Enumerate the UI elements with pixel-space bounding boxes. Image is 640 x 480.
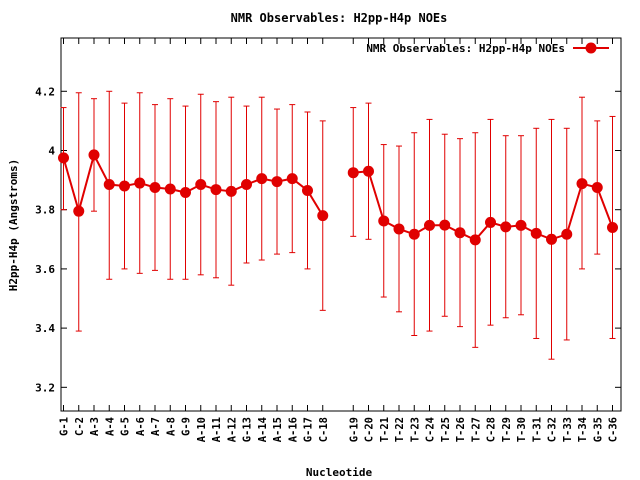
data-point — [424, 219, 435, 231]
x-tick-label: A-8 — [165, 417, 177, 436]
data-point — [73, 205, 85, 217]
y-tick-label: 4.2 — [35, 85, 55, 98]
x-tick-label: T-31 — [531, 417, 543, 442]
x-tick-label: G-5 — [120, 417, 132, 436]
x-tick-label: T-30 — [516, 417, 528, 442]
x-axis-label: Nucleotide — [306, 466, 373, 479]
x-axis: G-1 C-2 A-3 A-4 G-5 A-6 A-7 A-8 G-9 A-10 A-11 A-12 G… — [59, 38, 620, 442]
x-tick-label: G-17 — [303, 417, 315, 442]
legend: NMR Observables: H2pp-H4p NOEs — [366, 42, 609, 55]
data-point — [164, 183, 176, 195]
x-tick-label: T-26 — [455, 417, 467, 442]
x-tick-label: C-20 — [364, 417, 376, 442]
plot-frame — [60, 37, 622, 412]
x-tick-label: C-24 — [425, 417, 437, 442]
data-point — [485, 216, 496, 228]
data-point — [530, 227, 542, 239]
y-tick-label: 3.8 — [35, 204, 55, 217]
x-tick-label: G-13 — [242, 417, 254, 442]
data-point — [439, 219, 451, 231]
x-tick-label: T-23 — [409, 417, 421, 442]
x-tick-label: T-27 — [470, 417, 482, 442]
data-point — [469, 234, 481, 246]
x-tick-label: T-33 — [562, 417, 574, 442]
x-tick-label: A-10 — [196, 417, 208, 442]
data-point — [103, 179, 115, 191]
data-point — [607, 221, 618, 233]
data-point — [347, 167, 359, 179]
x-tick-label: C-36 — [608, 417, 620, 442]
x-tick-label: G-1 — [59, 417, 71, 436]
error-bars — [60, 90, 616, 360]
series-points — [58, 149, 618, 246]
data-point — [134, 177, 146, 189]
data-point — [515, 219, 527, 231]
data-point — [119, 180, 130, 192]
x-tick-label: A-14 — [257, 417, 269, 442]
data-point — [591, 181, 603, 193]
legend-marker — [585, 42, 597, 54]
x-tick-label: T-34 — [577, 417, 589, 442]
data-point — [241, 179, 252, 191]
legend-label: NMR Observables: H2pp-H4p NOEs — [366, 42, 565, 55]
y-axis: 3.2 3.4 3.6 3.8 4 4.2 — [35, 85, 621, 394]
x-tick-label: A-11 — [211, 417, 223, 442]
series-line — [353, 170, 614, 242]
chart-title: NMR Observables: H2pp-H4p NOEs — [231, 11, 448, 25]
data-point — [454, 227, 466, 239]
data-point — [180, 187, 191, 199]
x-tick-label: A-15 — [272, 417, 284, 442]
x-tick-label: A-7 — [150, 417, 162, 436]
x-tick-label: T-29 — [501, 417, 513, 442]
data-point — [546, 233, 557, 245]
x-tick-label: C-2 — [74, 417, 86, 436]
data-point — [302, 184, 313, 196]
y-tick-label: 4 — [48, 144, 55, 157]
data-point — [408, 228, 420, 240]
x-tick-label: G-19 — [348, 417, 360, 442]
x-tick-label: A-6 — [135, 417, 147, 436]
series-line — [62, 152, 324, 217]
data-point — [500, 221, 512, 233]
data-point — [561, 228, 573, 240]
data-point — [210, 184, 222, 196]
x-tick-label: T-21 — [379, 417, 391, 442]
data-point — [393, 223, 405, 235]
data-point — [88, 149, 100, 161]
data-point — [286, 173, 298, 185]
data-point — [149, 181, 161, 193]
x-tick-label: C-32 — [547, 417, 559, 442]
x-tick-label: A-4 — [104, 417, 116, 436]
x-tick-label: C-18 — [318, 417, 330, 442]
y-tick-label: 3.4 — [35, 322, 55, 335]
data-point — [317, 210, 329, 222]
data-point — [378, 215, 390, 227]
x-tick-label: T-22 — [394, 417, 406, 442]
data-point — [256, 173, 268, 185]
data-point — [225, 185, 237, 197]
y-tick-label: 3.6 — [35, 263, 55, 276]
x-tick-label: A-16 — [287, 417, 299, 442]
data-point — [271, 176, 283, 188]
x-tick-label: C-28 — [486, 417, 498, 442]
data-point — [363, 165, 374, 177]
series-lines — [62, 152, 614, 242]
x-tick-label: G-35 — [592, 417, 604, 442]
data-point — [195, 179, 207, 191]
y-axis-label: H2pp-H4p (Angstroms) — [7, 159, 20, 291]
x-tick-label: A-12 — [226, 417, 238, 442]
x-tick-label: G-9 — [181, 417, 193, 436]
y-tick-label: 3.2 — [35, 381, 55, 394]
data-point — [576, 178, 588, 190]
data-point — [58, 152, 69, 164]
x-tick-label: T-25 — [440, 417, 452, 442]
x-tick-label: A-3 — [89, 417, 101, 436]
